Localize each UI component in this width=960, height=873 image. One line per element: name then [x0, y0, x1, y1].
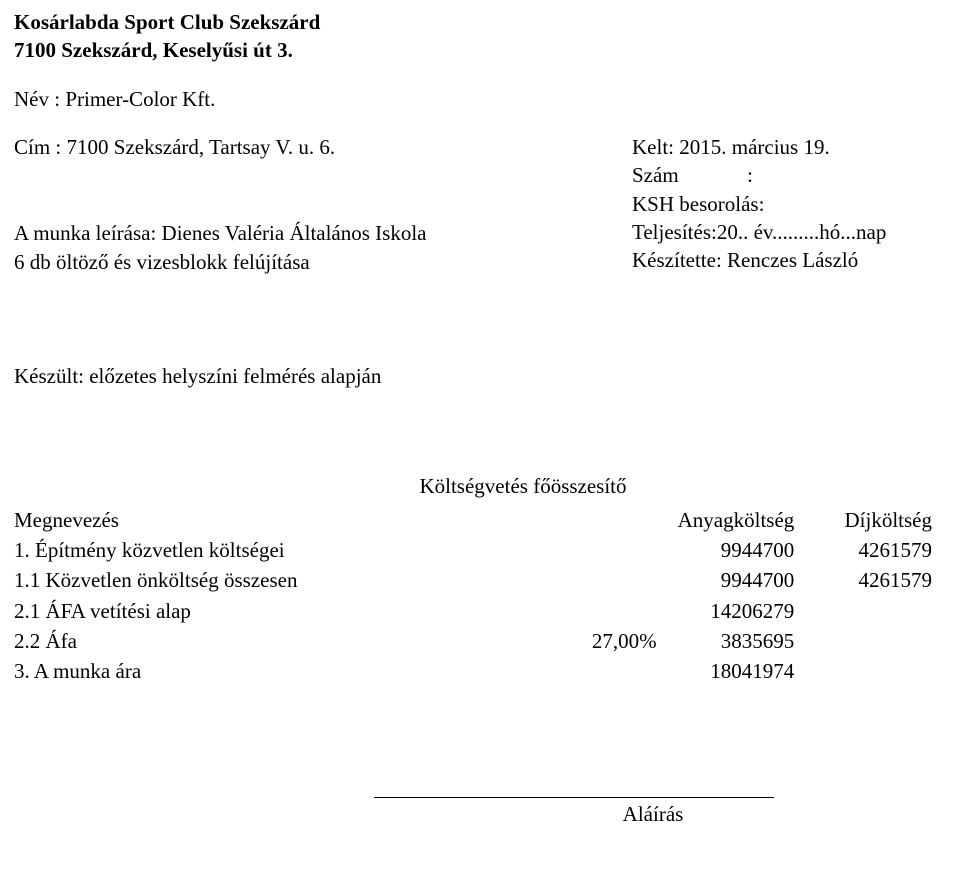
row-label: 2.2 Áfa	[14, 626, 455, 656]
row-label: 3. A munka ára	[14, 656, 455, 686]
table-row: 2.2 Áfa 27,00% 3835695	[14, 626, 932, 656]
org-line-1: Kosárlabda Sport Club Szekszárd	[14, 8, 932, 36]
work-line-2: 6 db öltöző és vizesblokk felújítása	[14, 248, 592, 276]
row-mid	[455, 596, 657, 626]
table-row: 2.1 ÁFA vetítési alap 14206279	[14, 596, 932, 626]
table-header-row: Megnevezés Anyagköltség Díjköltség	[14, 505, 932, 535]
spacer	[14, 189, 592, 217]
left-column: Cím : 7100 Szekszárd, Tartsay V. u. 6. A…	[14, 133, 592, 276]
work-value-1: Dienes Valéria Általános Iskola	[162, 221, 427, 245]
col-megnevezes: Megnevezés	[14, 505, 455, 535]
spacer	[14, 416, 932, 472]
row-label: 2.1 ÁFA vetítési alap	[14, 596, 455, 626]
row-v2: 4261579	[794, 565, 932, 595]
work-line-1: A munka leírása: Dienes Valéria Általáno…	[14, 219, 592, 247]
address-label: Cím :	[14, 135, 61, 159]
row-label: 1. Építmény közvetlen költségei	[14, 535, 455, 565]
signature-line	[374, 797, 774, 798]
summary-title: Költségvetés főösszesítő	[14, 472, 932, 500]
table-row: 1. Építmény közvetlen költségei 9944700 …	[14, 535, 932, 565]
szam-line: Szám :	[632, 161, 932, 189]
col-anyag: Anyagköltség	[657, 505, 795, 535]
teljesites-line: Teljesítés:20.. év.........hó...nap	[632, 218, 932, 246]
row-mid	[455, 656, 657, 686]
row-mid	[455, 565, 657, 595]
org-header: Kosárlabda Sport Club Szekszárd 7100 Sze…	[14, 8, 932, 65]
address-line: Cím : 7100 Szekszárd, Tartsay V. u. 6.	[14, 133, 592, 161]
spacer	[14, 161, 592, 189]
col-mid	[455, 505, 657, 535]
row-v1: 9944700	[657, 535, 795, 565]
prepared-line: Készült: előzetes helyszíni felmérés ala…	[14, 362, 932, 390]
document-page: Kosárlabda Sport Club Szekszárd 7100 Sze…	[0, 0, 960, 873]
row-v1: 18041974	[657, 656, 795, 686]
signature-block: Aláírás	[14, 797, 932, 828]
row-v2	[794, 656, 932, 686]
info-columns: Cím : 7100 Szekszárd, Tartsay V. u. 6. A…	[14, 133, 932, 276]
spacer	[14, 306, 932, 362]
org-line-2: 7100 Szekszárd, Keselyűsi út 3.	[14, 36, 932, 64]
kelt-line: Kelt: 2015. március 19.	[632, 133, 932, 161]
right-column: Kelt: 2015. március 19. Szám : KSH besor…	[592, 133, 932, 275]
col-dij: Díjköltség	[794, 505, 932, 535]
row-v2	[794, 596, 932, 626]
row-mid: 27,00%	[455, 626, 657, 656]
row-mid	[455, 535, 657, 565]
name-label: Név :	[14, 87, 60, 111]
table-row: 1.1 Közvetlen önköltség összesen 9944700…	[14, 565, 932, 595]
szam-sep: :	[747, 163, 753, 187]
row-v1: 9944700	[657, 565, 795, 595]
name-line: Név : Primer-Color Kft.	[14, 85, 932, 113]
keszitette-line: Készítette: Renczes László	[632, 246, 932, 274]
name-value: Primer-Color Kft.	[65, 87, 215, 111]
row-v1: 3835695	[657, 626, 795, 656]
address-value: 7100 Szekszárd, Tartsay V. u. 6.	[67, 135, 336, 159]
row-v2: 4261579	[794, 535, 932, 565]
row-v2	[794, 626, 932, 656]
summary-table: Megnevezés Anyagköltség Díjköltség 1. Ép…	[14, 505, 932, 687]
table-row: 3. A munka ára 18041974	[14, 656, 932, 686]
signature-label: Aláírás	[374, 800, 932, 828]
row-label: 1.1 Közvetlen önköltség összesen	[14, 565, 455, 595]
ksh-line: KSH besorolás:	[632, 190, 932, 218]
szam-label: Szám	[632, 163, 679, 187]
work-label: A munka leírása:	[14, 221, 156, 245]
row-v1: 14206279	[657, 596, 795, 626]
